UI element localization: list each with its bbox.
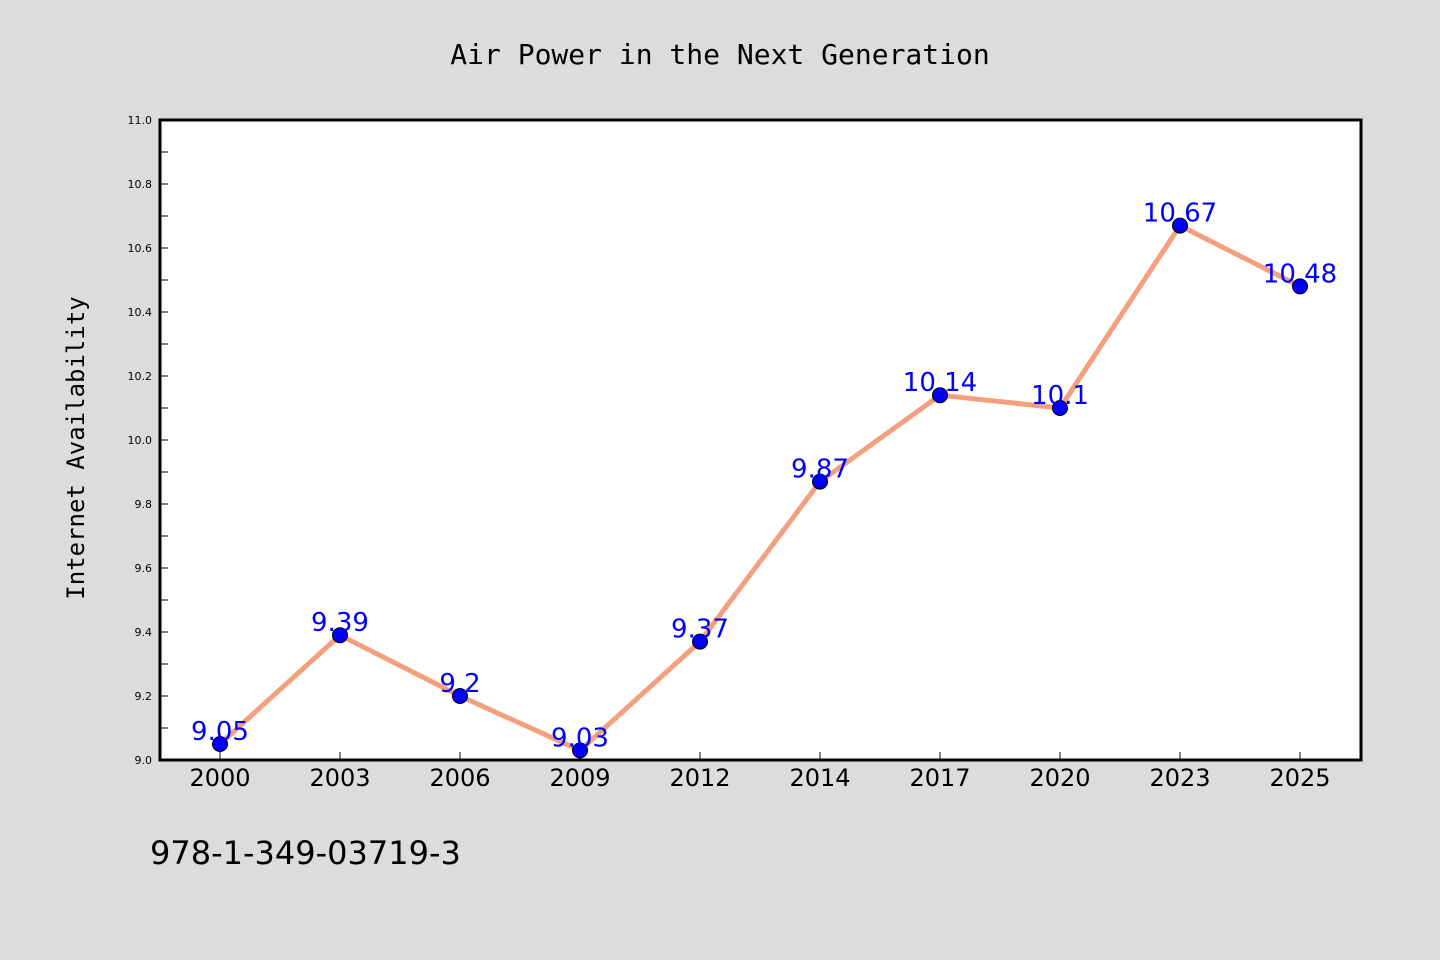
y-tick-label: 9.8 bbox=[135, 498, 153, 511]
data-point bbox=[1292, 278, 1308, 295]
y-tick-label: 9.4 bbox=[135, 626, 153, 639]
data-point bbox=[1052, 400, 1068, 416]
x-tick-label: 2003 bbox=[309, 764, 370, 792]
x-tick-label: 2000 bbox=[189, 764, 250, 792]
y-tick-label: 10.2 bbox=[128, 370, 153, 383]
chart-title: Air Power in the Next Generation bbox=[450, 38, 989, 71]
y-tick-label: 9.2 bbox=[135, 690, 153, 703]
y-tick-label: 9.0 bbox=[135, 754, 153, 767]
data-label: 10.67 bbox=[1143, 199, 1217, 229]
x-tick-label: 2009 bbox=[549, 764, 610, 792]
y-tick-label: 11.0 bbox=[128, 114, 153, 127]
y-tick-label: 10.0 bbox=[128, 434, 153, 447]
data-point bbox=[692, 633, 708, 650]
data-point bbox=[1172, 217, 1188, 234]
x-tick-label: 2020 bbox=[1029, 764, 1090, 792]
x-axis-ticks: 2000 2003 2006 2009 2012 2014 2017 2020 2023 2025 bbox=[189, 752, 1331, 792]
y-axis-ticks: 9.0 9.2 9.4 9.6 9.8 10.0 10.2 10.4 10.6 10.8 11.0 bbox=[128, 114, 168, 767]
data-point bbox=[452, 688, 468, 704]
data-markers bbox=[212, 217, 1308, 759]
series-line bbox=[217, 223, 1303, 753]
data-label: 9.37 bbox=[671, 615, 729, 645]
y-tick-label: 9.6 bbox=[135, 562, 153, 575]
data-label: 10.1 bbox=[1031, 381, 1089, 411]
plot-area bbox=[160, 120, 1361, 760]
x-tick-label: 2012 bbox=[669, 764, 730, 792]
y-tick-label: 10.8 bbox=[128, 178, 153, 191]
data-label: 9.39 bbox=[311, 608, 369, 638]
y-tick-label: 10.4 bbox=[128, 306, 153, 319]
y-tick-label: 10.6 bbox=[128, 242, 153, 255]
x-tick-label: 2023 bbox=[1149, 764, 1210, 792]
x-tick-label: 2006 bbox=[429, 764, 490, 792]
plot-frame bbox=[158, 118, 1363, 762]
data-label: 9.2 bbox=[439, 669, 480, 699]
data-label: 10.14 bbox=[903, 368, 977, 398]
x-tick-label: 2017 bbox=[909, 764, 970, 792]
x-tick-label: 2025 bbox=[1269, 764, 1330, 792]
series-line-group bbox=[217, 223, 1303, 753]
data-label: 9.87 bbox=[791, 455, 849, 485]
data-label: 10.48 bbox=[1263, 259, 1337, 289]
footer-isbn: 978-1-349-03719-3 bbox=[150, 834, 461, 872]
x-tick-label: 2014 bbox=[789, 764, 850, 792]
data-point bbox=[332, 627, 348, 644]
data-point bbox=[932, 387, 948, 404]
data-label: 9.05 bbox=[191, 717, 249, 747]
data-point bbox=[812, 473, 828, 490]
y-axis-label: Internet Availability bbox=[62, 296, 90, 599]
data-point bbox=[572, 742, 588, 759]
data-point bbox=[212, 736, 228, 752]
data-label: 9.03 bbox=[551, 723, 609, 753]
data-labels: 9.05 9.39 9.2 9.03 9.37 9.87 10.14 10.1 10.67 10.… bbox=[191, 199, 1337, 754]
